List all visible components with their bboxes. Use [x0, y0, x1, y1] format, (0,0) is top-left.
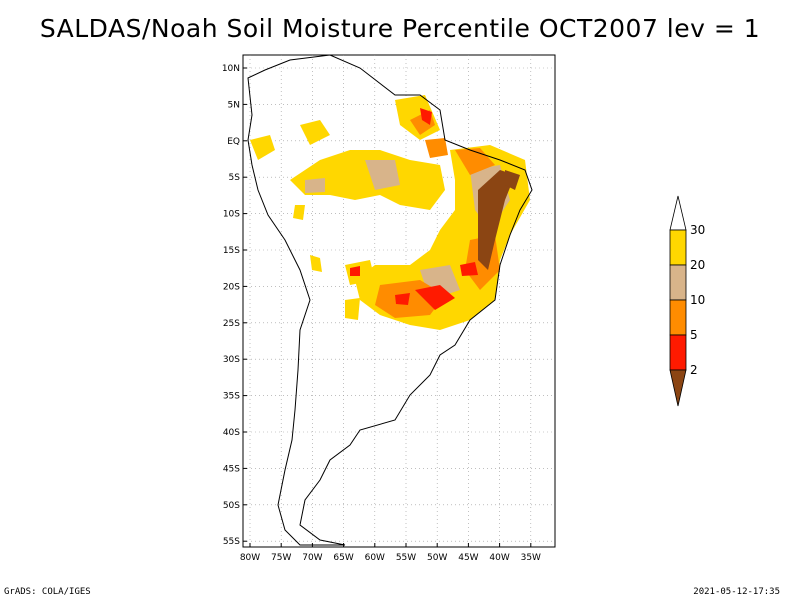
latitude-axis: 10N 5N EQ 5S 10S 15S 20S 25S 30S 35S 40S 45S 50S 55S	[222, 64, 247, 547]
lon-tick-label: 80W	[240, 553, 260, 563]
lat-tick-label: 5S	[229, 173, 241, 183]
legend-label-2: 2	[690, 363, 698, 377]
lat-tick-label: 10S	[223, 210, 240, 220]
lon-tick-label: 45W	[458, 553, 478, 563]
lon-tick-label: 75W	[271, 553, 291, 563]
soil-moisture-shading	[250, 95, 530, 330]
map-title: SALDAS/Noah Soil Moisture Percentile OCT…	[39, 14, 761, 43]
legend-label-5: 5	[690, 328, 698, 342]
legend-label-10: 10	[690, 293, 705, 307]
legend-band-2-5	[669, 334, 687, 371]
lat-tick-label: 15S	[223, 246, 240, 256]
lat-tick-label: EQ	[227, 137, 240, 147]
south-america-outline	[247, 54, 533, 546]
longitude-axis: 80W 75W 70W 65W 60W 55W 50W 45W 40W 35W	[240, 543, 541, 563]
footer-timestamp: 2021-05-12-17:35	[693, 587, 780, 597]
footer-credit: GrADS: COLA/IGES	[4, 587, 91, 597]
legend-label-30: 30	[690, 223, 705, 237]
legend-band-5-10	[669, 299, 687, 336]
legend-bottom-arrow	[669, 369, 687, 407]
lat-tick-label: 45S	[223, 464, 240, 474]
legend-band-10-20	[669, 264, 687, 301]
lat-tick-label: 30S	[223, 355, 240, 365]
lat-tick-label: 40S	[223, 428, 240, 438]
legend-top-arrow	[669, 195, 687, 231]
color-legend: 30 20 10 5 2	[669, 195, 705, 407]
lat-tick-label: 20S	[223, 282, 240, 292]
lon-tick-label: 40W	[489, 553, 509, 563]
lat-tick-label: 35S	[223, 392, 240, 402]
lat-tick-label: 25S	[223, 319, 240, 329]
legend-label-20: 20	[690, 258, 705, 272]
lat-tick-label: 5N	[228, 100, 240, 110]
legend-band-20-30	[669, 229, 687, 266]
lat-tick-label: 55S	[223, 537, 240, 547]
lat-tick-label: 50S	[223, 501, 240, 511]
lon-tick-label: 50W	[427, 553, 447, 563]
lon-tick-label: 55W	[396, 553, 416, 563]
lon-tick-label: 35W	[521, 553, 541, 563]
lon-tick-label: 70W	[302, 553, 322, 563]
lat-tick-label: 10N	[222, 64, 240, 74]
lon-tick-label: 60W	[365, 553, 385, 563]
lon-tick-label: 65W	[333, 553, 353, 563]
